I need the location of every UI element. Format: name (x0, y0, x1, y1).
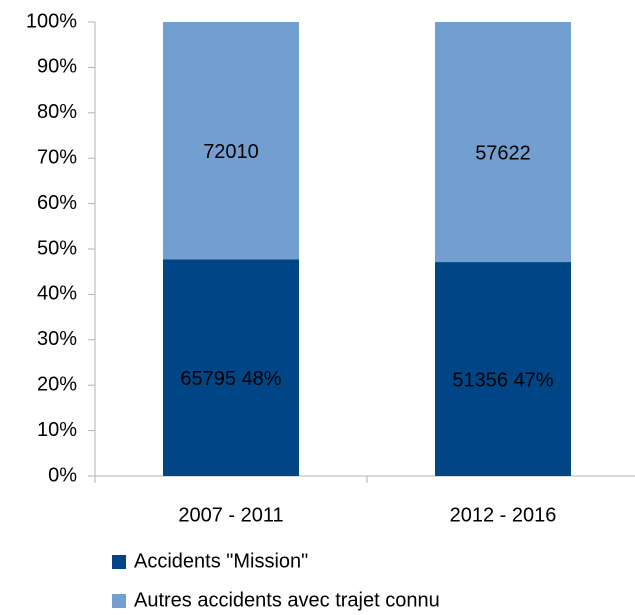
y-tick-label: 30% (37, 328, 77, 350)
y-tick-label: 100% (26, 10, 77, 32)
legend-label: Autres accidents avec trajet connu (134, 589, 440, 611)
y-tick-label: 70% (37, 146, 77, 168)
y-tick-label: 50% (37, 237, 77, 259)
x-tick-label: 2007 - 2011 (178, 504, 283, 526)
y-tick-label: 60% (37, 192, 77, 214)
y-tick-label: 80% (37, 101, 77, 123)
legend-label: Accidents "Mission" (134, 550, 308, 572)
bar-segment (435, 22, 571, 263)
bar-segment (435, 262, 571, 476)
bar-segment (163, 22, 299, 260)
data-label: 57622 (475, 142, 531, 164)
legend-swatch (112, 555, 126, 569)
data-label: 72010 (203, 141, 259, 163)
y-tick-label: 90% (37, 56, 77, 78)
legend-swatch (112, 594, 126, 608)
x-tick-label: 2012 - 2016 (450, 504, 557, 526)
y-tick-label: 40% (37, 283, 77, 305)
y-tick-label: 10% (37, 419, 77, 441)
data-label: 51356 47% (452, 369, 553, 391)
y-tick-label: 20% (37, 373, 77, 395)
bar-segment (163, 259, 299, 476)
y-tick-label: 0% (48, 464, 77, 486)
data-label: 65795 48% (180, 368, 281, 390)
